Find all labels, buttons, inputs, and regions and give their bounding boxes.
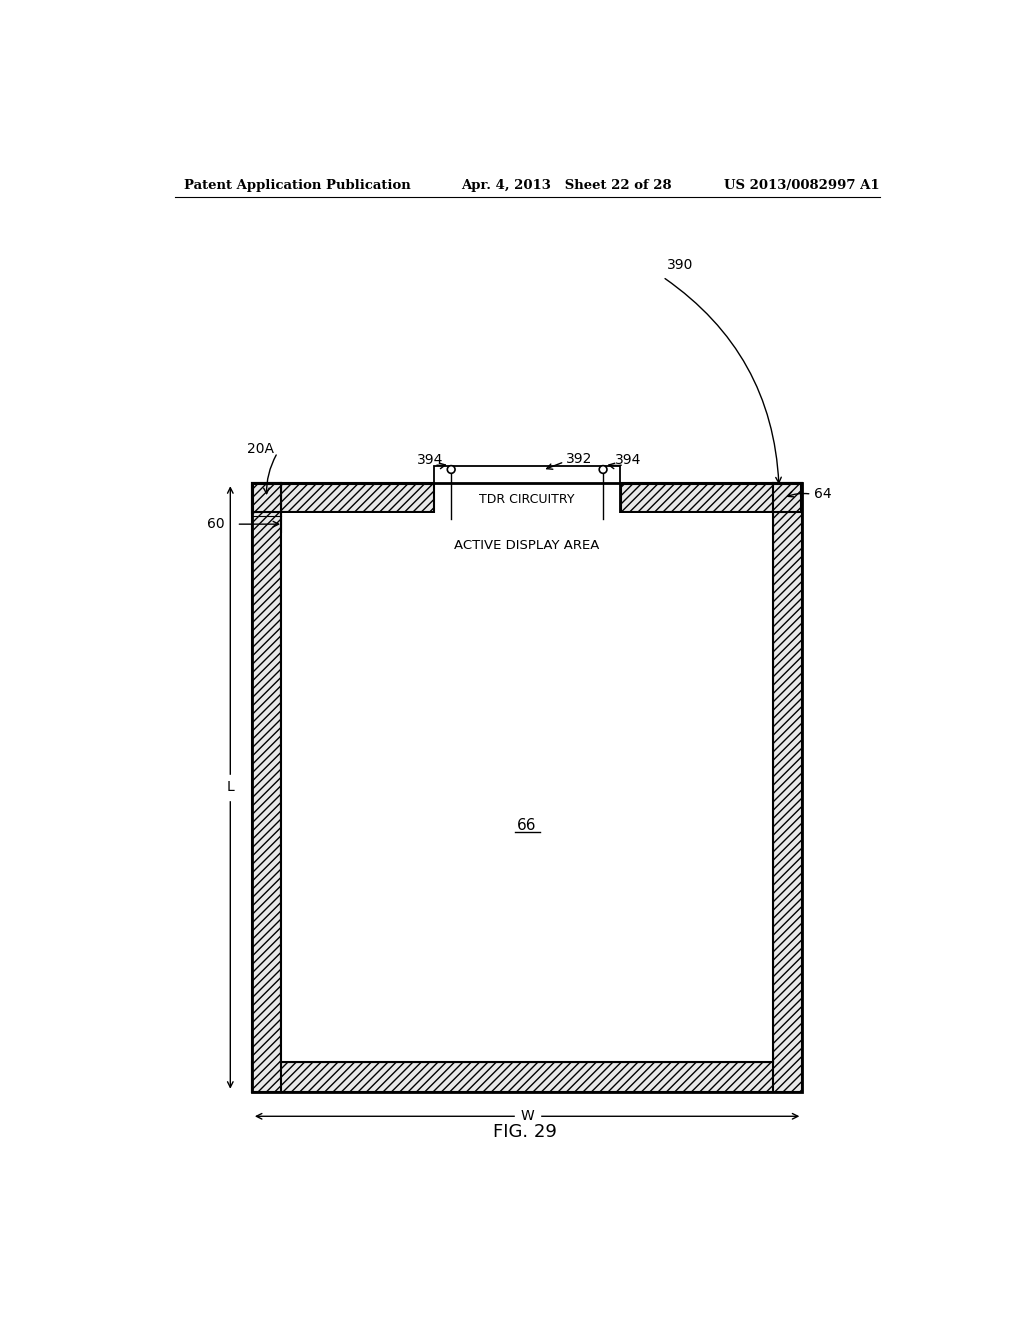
Text: FIG. 29: FIG. 29 (493, 1123, 557, 1142)
Bar (252, 483, 282, 1092)
Text: W: W (520, 1109, 534, 1123)
Text: 66: 66 (517, 817, 537, 833)
Text: TDR CIRCUITRY: TDR CIRCUITRY (479, 492, 574, 506)
Text: 20A: 20A (247, 442, 273, 455)
Bar (252, 483, 434, 512)
Text: 60: 60 (207, 517, 225, 531)
Circle shape (447, 466, 455, 474)
Text: 394: 394 (614, 453, 641, 467)
Text: 394: 394 (417, 453, 443, 467)
Bar (253, 484, 434, 512)
Bar (252, 1063, 802, 1092)
Text: 392: 392 (566, 451, 592, 466)
Circle shape (599, 466, 607, 474)
Bar (434, 466, 621, 520)
Bar (773, 483, 802, 1092)
Bar (330, 524, 725, 1043)
Bar (621, 484, 802, 512)
Text: Apr. 4, 2013   Sheet 22 of 28: Apr. 4, 2013 Sheet 22 of 28 (461, 178, 672, 191)
Text: 64: 64 (814, 487, 831, 502)
Text: Patent Application Publication: Patent Application Publication (183, 178, 411, 191)
Text: L: L (226, 780, 234, 795)
Bar (252, 483, 802, 1092)
Bar (282, 512, 773, 1063)
Text: 390: 390 (667, 257, 693, 272)
Text: ACTIVE DISPLAY AREA: ACTIVE DISPLAY AREA (455, 539, 600, 552)
Bar (621, 483, 802, 512)
Text: US 2013/0082997 A1: US 2013/0082997 A1 (724, 178, 880, 191)
